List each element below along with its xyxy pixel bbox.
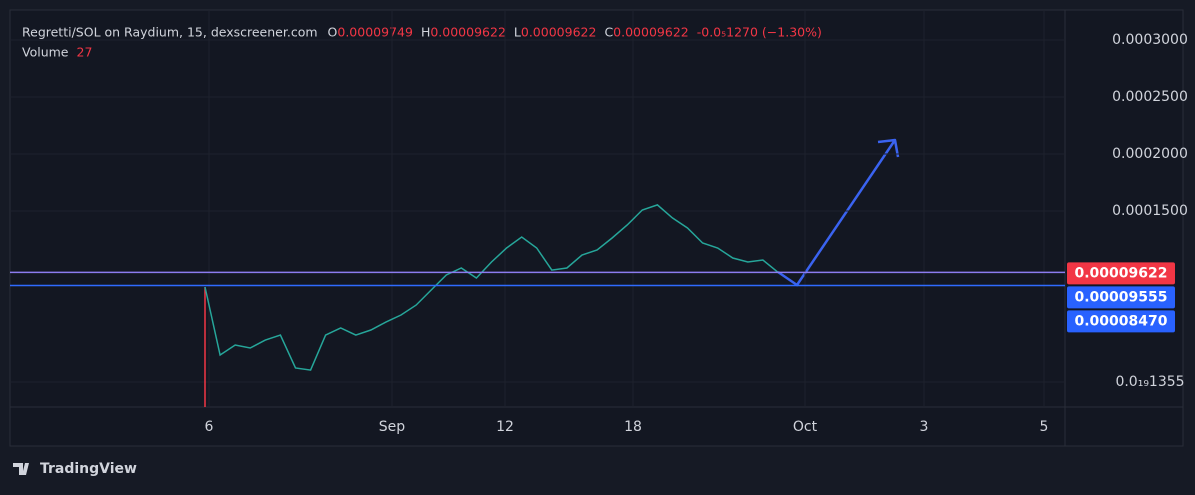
volume-value: 27 — [77, 45, 93, 60]
ohlc-value: 0.00009622 — [430, 25, 506, 40]
price-label-box — [1067, 310, 1175, 333]
change: -0.0₅1270 (−1.30%) — [697, 25, 822, 40]
x-tick-label: Sep — [379, 419, 406, 435]
brand-name: TradingView — [40, 461, 137, 477]
logo — [13, 463, 29, 475]
x-tick-label: Oct — [793, 419, 818, 435]
y-tick-label: 0.0003000 — [1112, 32, 1188, 48]
ohlc-value: 0.00009622 — [521, 25, 597, 40]
ohlc-key: O — [328, 25, 338, 40]
ohlc-value: 0.00009622 — [613, 25, 689, 40]
x-tick-label: 18 — [624, 419, 642, 435]
x-tick-label: 5 — [1040, 419, 1049, 435]
price-label: 0.00008470 — [1075, 313, 1168, 329]
price-label-box — [1067, 286, 1175, 309]
ohlc-key: H — [421, 25, 430, 40]
ohlc-key: C — [604, 25, 613, 40]
y-tick-label: 0.0₁₉1355 — [1115, 374, 1184, 390]
x-tick-label: 3 — [920, 419, 929, 435]
y-tick-label: 0.0002500 — [1112, 89, 1188, 105]
ohlc-key: L — [514, 25, 521, 40]
price-label: 0.00009622 — [1075, 265, 1168, 281]
price-label-box — [1067, 262, 1175, 285]
legend: Regretti/SOL on Raydium, 15, dexscreener… — [22, 25, 822, 60]
y-tick-label: 0.0002000 — [1112, 146, 1188, 162]
ohlc-value: 0.00009749 — [337, 25, 413, 40]
x-tick-label: 6 — [205, 419, 214, 435]
price-label: 0.00009555 — [1075, 289, 1168, 305]
chart-title: Regretti/SOL on Raydium, 15, dexscreener… — [22, 25, 318, 40]
y-tick-label: 0.0001500 — [1112, 203, 1188, 219]
chart-frame — [9, 9, 1184, 447]
volume-label: Volume — [22, 45, 69, 60]
brand: TradingView — [13, 461, 137, 477]
x-tick-label: 12 — [496, 419, 514, 435]
price-line — [204, 204, 779, 371]
